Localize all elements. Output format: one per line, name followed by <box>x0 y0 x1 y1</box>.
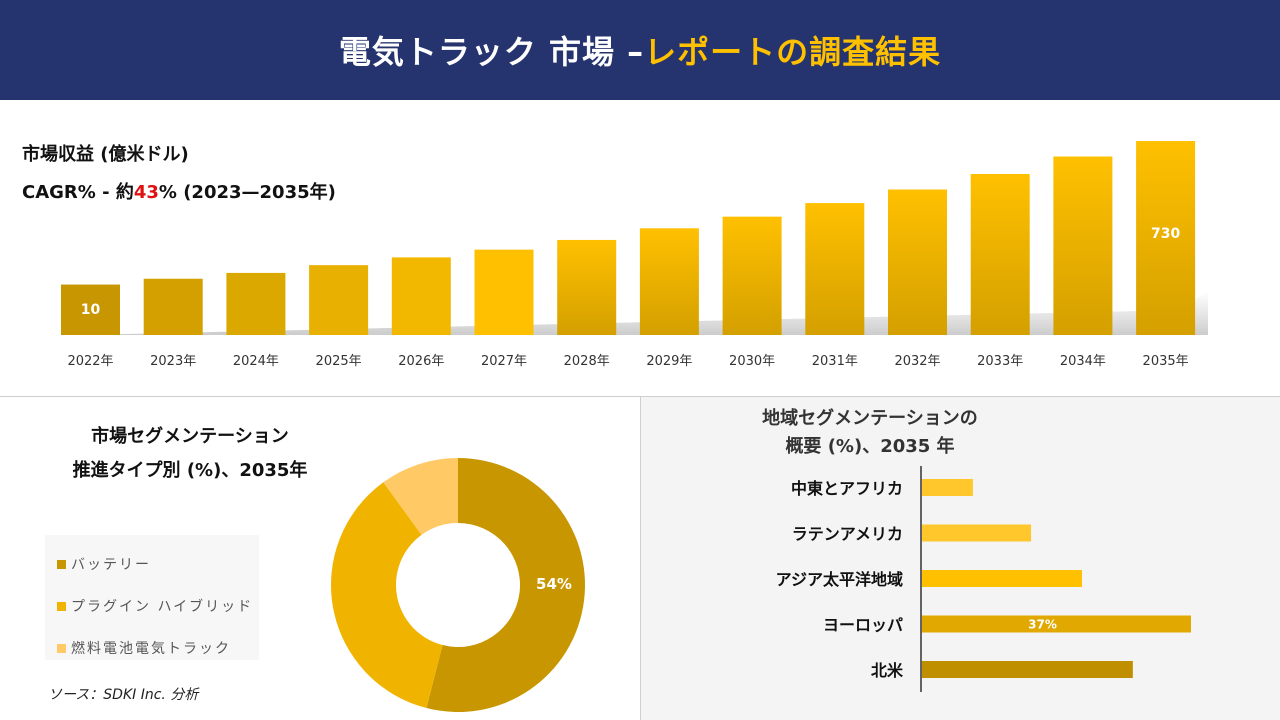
x-tick-label: 2022年 <box>67 354 113 369</box>
donut-slice <box>426 458 585 712</box>
region-label: 北米 <box>871 661 904 680</box>
x-tick-label: 2033年 <box>977 354 1023 369</box>
donut-slice <box>331 482 443 709</box>
legend-label: プラグイン ハイブリッド <box>71 599 254 615</box>
bar <box>722 216 782 335</box>
regional-title-line2: 概要 (%)、2035 年 <box>785 436 955 457</box>
bar <box>309 265 369 335</box>
x-tick-label: 2034年 <box>1060 354 1106 369</box>
bar <box>226 272 286 335</box>
cagr-suffix: % (2023—2035年) <box>158 182 336 203</box>
legend-swatch <box>57 643 66 653</box>
bar <box>1136 141 1196 335</box>
region-bar <box>922 615 1191 633</box>
bar <box>557 239 617 335</box>
x-tick-label: 2030年 <box>729 354 775 369</box>
segment-title-line2: 推進タイプ別 (%)、2035年 <box>72 460 308 481</box>
x-tick-label: 2023年 <box>150 354 196 369</box>
cagr-prefix: CAGR% - 約 <box>22 182 134 203</box>
bar <box>1053 156 1113 335</box>
page-title: 電気トラック 市場 – <box>338 33 645 71</box>
region-data-label: 37% <box>1028 618 1057 632</box>
bar <box>474 249 534 335</box>
region-bar <box>922 479 973 496</box>
revenue-bar-chart: 2022年 10 2023年 2024年 2025年 2026年 2027年 2028年 202… <box>61 141 1208 369</box>
segment-title-line1: 市場セグメンテーション <box>91 426 289 447</box>
bar <box>970 173 1030 335</box>
region-bar <box>922 524 1032 542</box>
bar <box>143 278 203 335</box>
legend-item-battery: バッテリー <box>45 543 259 585</box>
section-divider <box>0 396 1280 397</box>
region-label: 中東とアフリカ <box>791 479 903 498</box>
propulsion-donut-chart: 54% <box>331 458 585 712</box>
segment-title: 市場セグメンテーション 推進タイプ別 (%)、2035年 <box>30 420 350 488</box>
x-tick-label: 2024年 <box>233 354 279 369</box>
x-tick-label: 2029年 <box>646 354 692 369</box>
cagr-value: 43 <box>133 182 159 203</box>
bar-data-label: 10 <box>81 302 101 318</box>
bar <box>61 284 120 335</box>
region-label: ラテンアメリカ <box>792 525 903 544</box>
legend-swatch <box>57 601 66 611</box>
x-tick-label: 2028年 <box>564 354 610 369</box>
legend-item-fuel-cell: 燃料電池電気トラック <box>45 627 259 669</box>
revenue-title: 市場収益 (億米ドル) <box>22 144 189 165</box>
bar <box>639 228 699 335</box>
bar-data-label: 730 <box>1151 226 1180 242</box>
x-tick-label: 2032年 <box>894 354 940 369</box>
cagr-text: CAGR% - 約43% (2023—2035年) <box>22 178 336 204</box>
x-tick-label: 2026年 <box>398 354 444 369</box>
x-tick-label: 2025年 <box>316 354 362 369</box>
region-bar <box>922 661 1133 678</box>
regional-title-line1: 地域セグメンテーションの <box>762 408 978 429</box>
region-label: アジア太平洋地域 <box>776 570 903 589</box>
bar <box>391 257 451 335</box>
x-tick-label: 2027年 <box>481 354 527 369</box>
legend-label: 燃料電池電気トラック <box>71 641 231 657</box>
legend-label: バッテリー <box>71 557 151 573</box>
region-label: ヨーロッパ <box>823 616 903 635</box>
x-tick-label: 2031年 <box>812 354 858 369</box>
bar <box>805 203 865 335</box>
source-note: ソース：SDKI Inc. 分析 <box>48 687 199 703</box>
region-bar <box>922 570 1082 587</box>
legend-item-plugin-hybrid: プラグイン ハイブリッド <box>45 585 259 627</box>
header-banner: 電気トラック 市場 – レポートの調査結果 <box>0 0 1280 100</box>
regional-title: 地域セグメンテーションの 概要 (%)、2035 年 <box>640 405 1100 461</box>
page-title-accent: レポートの調査結果 <box>644 33 942 71</box>
bar <box>888 189 947 335</box>
donut-slice <box>383 458 458 535</box>
slice-data-label: 54% <box>536 575 572 593</box>
donut-legend: バッテリー プラグイン ハイブリッド 燃料電池電気トラック <box>45 535 259 660</box>
legend-swatch <box>57 559 66 569</box>
x-tick-label: 2035年 <box>1143 354 1189 369</box>
